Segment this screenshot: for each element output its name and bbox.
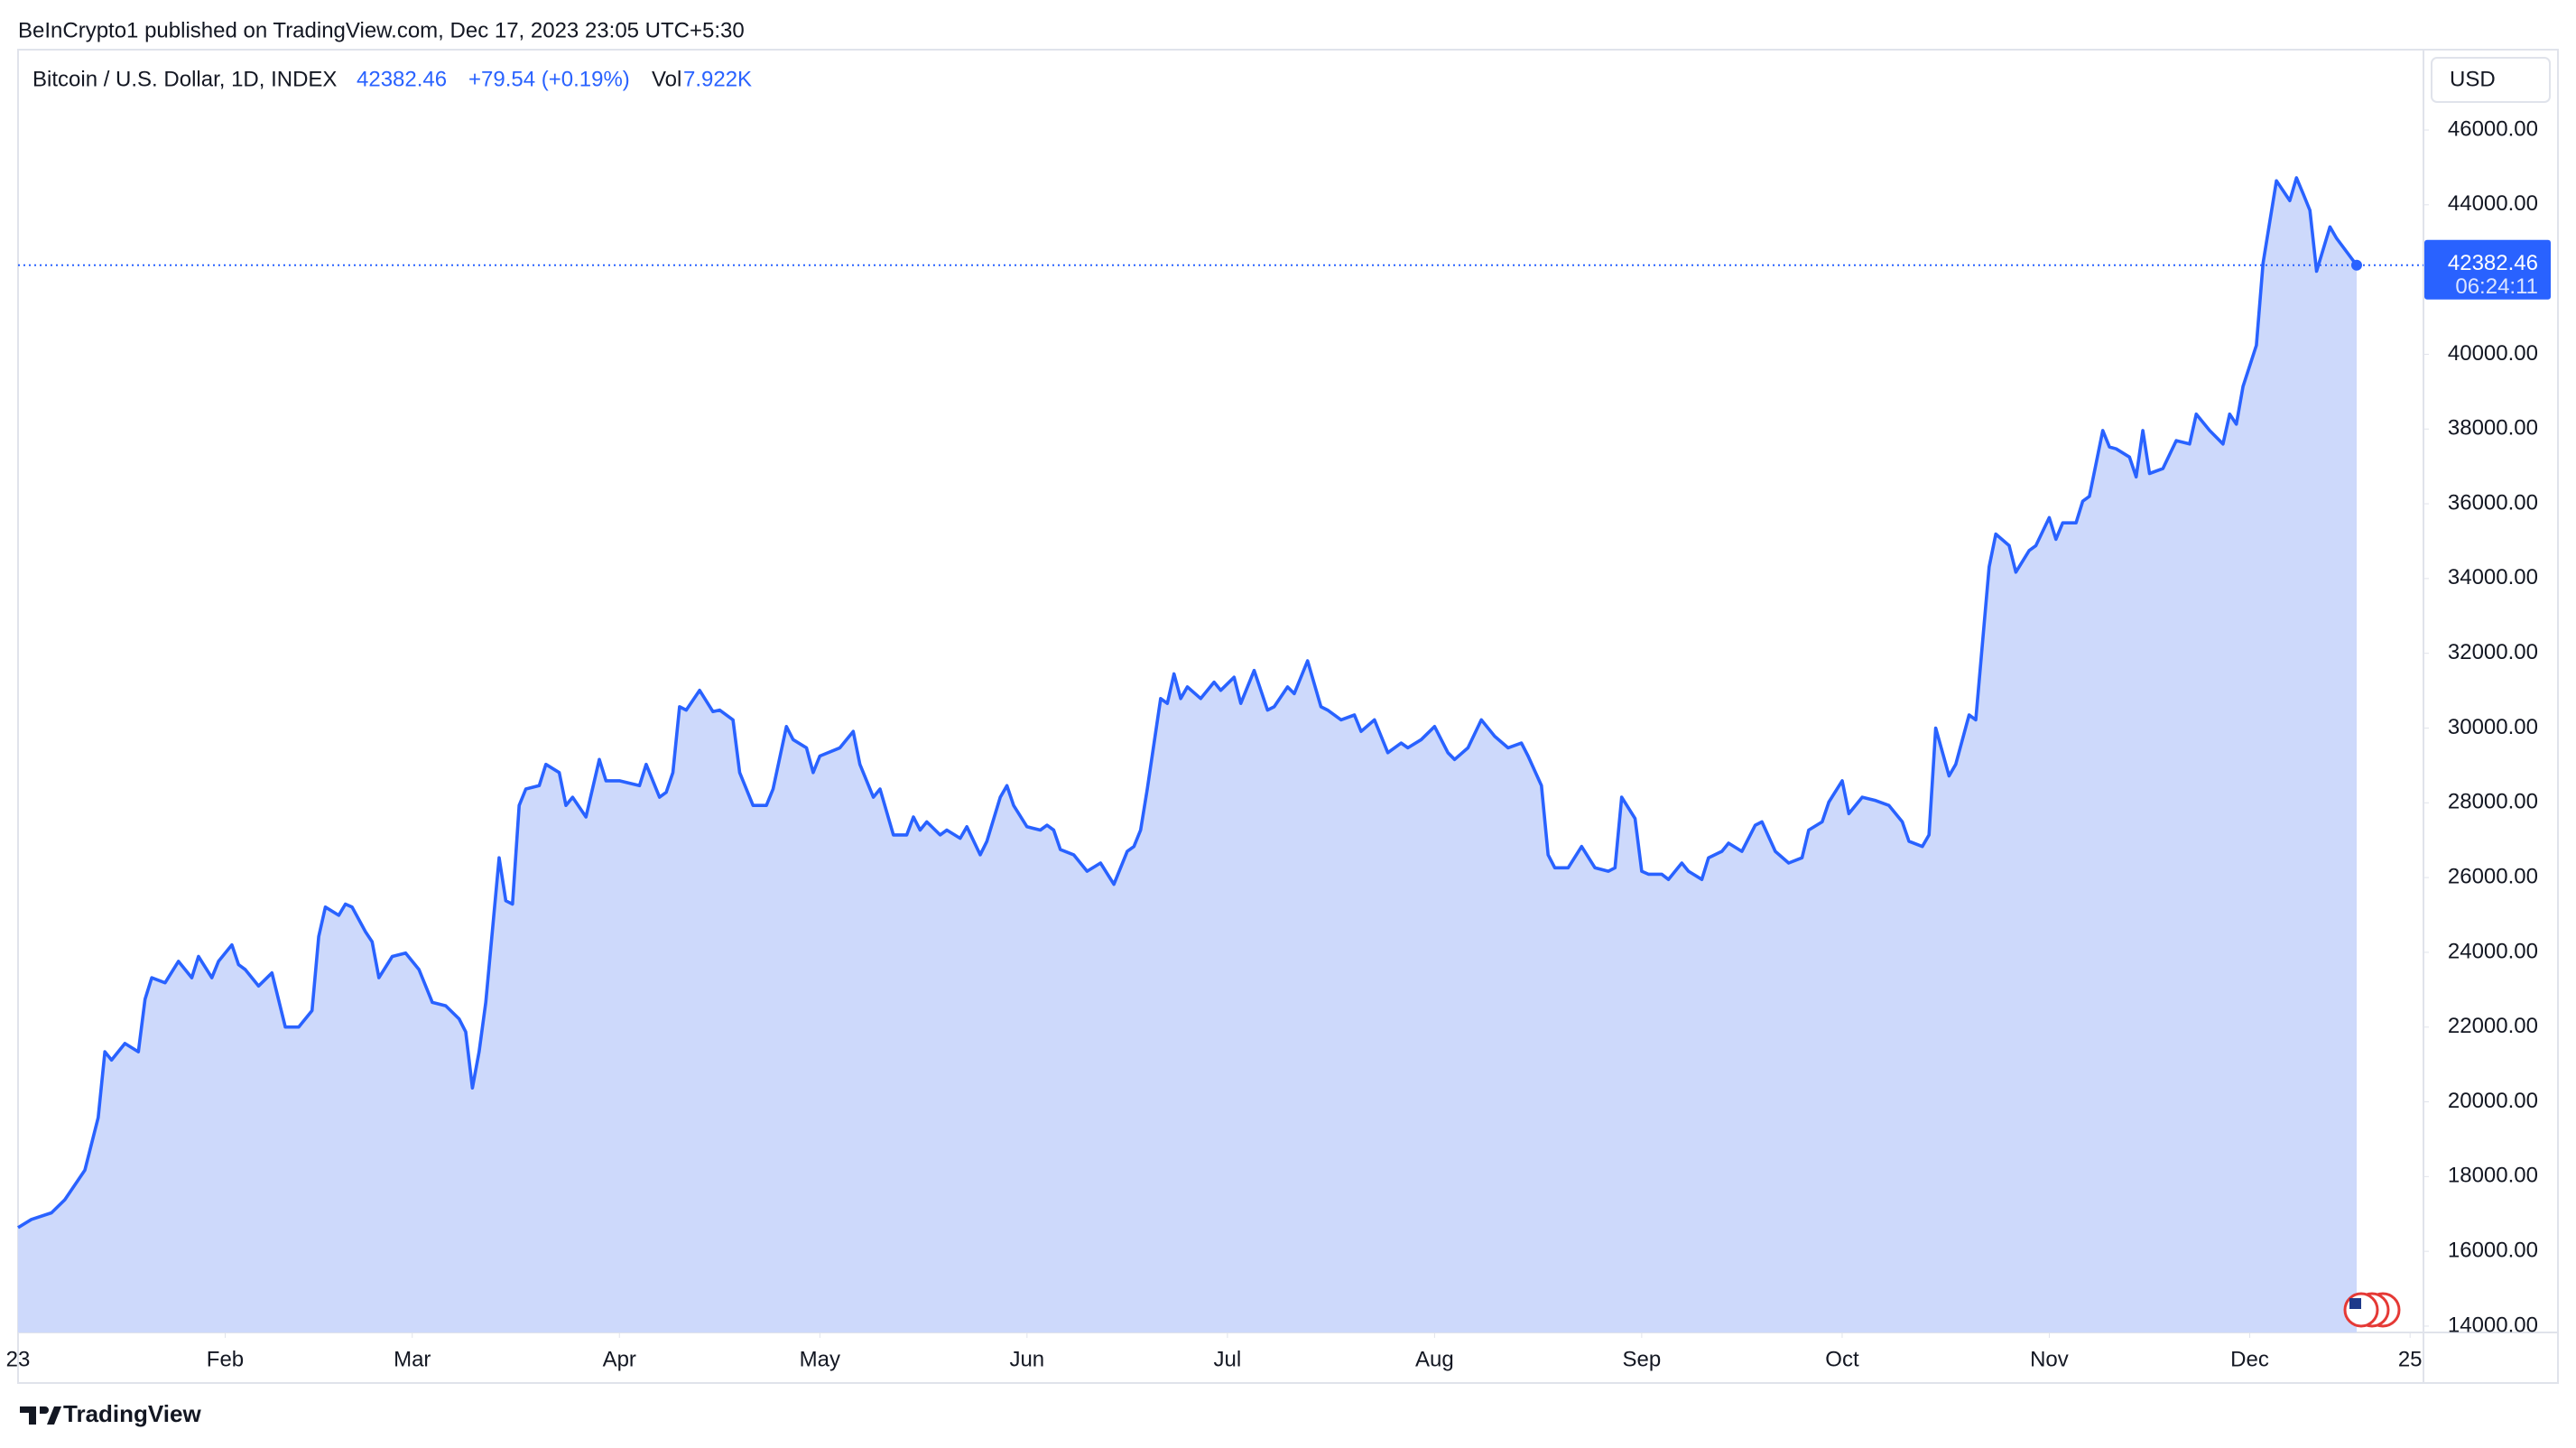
currency-button[interactable] <box>2431 57 2551 103</box>
y-tick-label: 16000.00 <box>2448 1238 2538 1262</box>
header-change: +79.54 (+0.19%) <box>468 67 630 91</box>
y-tick-label: 14000.00 <box>2448 1313 2538 1337</box>
x-tick-label: Sep <box>1623 1347 1662 1371</box>
header-price: 42382.46 <box>357 67 447 91</box>
y-tick-label: 32000.00 <box>2448 640 2538 664</box>
logo-text: TradingView <box>63 1400 201 1427</box>
x-tick-label: 25 <box>2398 1347 2423 1371</box>
x-tick-label: Feb <box>207 1347 244 1371</box>
y-tick-label: 38000.00 <box>2448 416 2538 441</box>
y-tick-label: 28000.00 <box>2448 790 2538 814</box>
x-tick-label: Dec <box>2230 1347 2269 1371</box>
x-tick-label: May <box>800 1347 840 1371</box>
y-tick-label: 20000.00 <box>2448 1089 2538 1113</box>
y-tick-label: 36000.00 <box>2448 490 2538 515</box>
chart-title: Bitcoin / U.S. Dollar, 1D, INDEX <box>32 67 337 91</box>
countdown-label: 06:24:11 <box>2455 274 2538 299</box>
x-tick-label: Aug <box>1415 1347 1454 1371</box>
y-tick-label: 46000.00 <box>2448 116 2538 141</box>
x-tick-label: Apr <box>603 1347 636 1371</box>
price-line <box>17 176 2358 1230</box>
y-tick-label: 24000.00 <box>2448 939 2538 963</box>
chart-frame <box>17 49 2559 1384</box>
country-flag <box>2343 1292 2401 1328</box>
x-tick-label: Jun <box>1009 1347 1044 1371</box>
volume-label: Vol <box>652 67 681 91</box>
logo-icon <box>20 1406 61 1425</box>
tradingview-logo: TradingView <box>20 1400 201 1427</box>
x-tick-label: 23 <box>6 1347 31 1371</box>
x-tick-label: Mar <box>394 1347 431 1371</box>
x-tick-label: Oct <box>1825 1347 1859 1371</box>
area-fill <box>18 178 2357 1332</box>
volume-value: 7.922K <box>683 67 752 91</box>
price-label: 42382.46 <box>2448 251 2538 275</box>
y-tick-label: 26000.00 <box>2448 864 2538 888</box>
price-label-box <box>2424 239 2551 300</box>
x-tick-label: Nov <box>2030 1347 2069 1371</box>
y-tick-label: 44000.00 <box>2448 191 2538 216</box>
y-tick-label: 30000.00 <box>2448 715 2538 739</box>
last-point <box>2350 259 2362 271</box>
y-tick-label: 18000.00 <box>2448 1164 2538 1188</box>
y-tick-label: 34000.00 <box>2448 565 2538 589</box>
y-tick-label: 40000.00 <box>2448 341 2538 366</box>
currency-label[interactable]: USD <box>2450 67 2496 91</box>
x-tick-label: Jul <box>1214 1347 1242 1371</box>
flag-canton <box>2349 1298 2361 1309</box>
y-tick-label: 22000.00 <box>2448 1014 2538 1038</box>
published-line: BeInCrypto1 published on TradingView.com… <box>18 18 745 42</box>
